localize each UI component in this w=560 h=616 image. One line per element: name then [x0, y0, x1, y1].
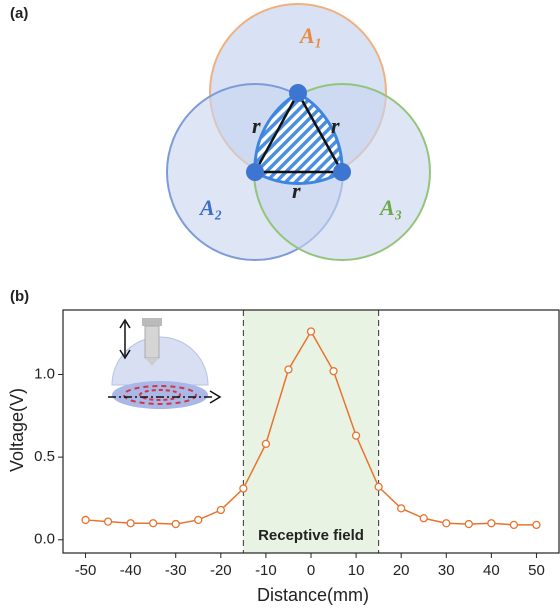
data-point [397, 504, 406, 513]
x-tick-label: -10 [255, 562, 277, 579]
y-axis-title: Voltage(V) [7, 388, 27, 472]
edge-label: r [331, 113, 340, 138]
data-point [306, 327, 316, 336]
x-tick-label: 40 [483, 562, 500, 579]
data-point [464, 519, 473, 529]
data-point [103, 517, 113, 526]
data-point [329, 367, 338, 376]
data-point [284, 365, 293, 374]
x-tick-label: 10 [348, 562, 365, 579]
annotation: Receptive field [258, 527, 364, 544]
vertex [333, 163, 351, 181]
data-point [442, 519, 451, 528]
panel-label: (b) [10, 288, 29, 305]
data-point [487, 519, 496, 528]
y-tick-label: 0.5 [34, 448, 55, 465]
data-point [532, 520, 541, 530]
data-point [419, 514, 428, 523]
data-point [126, 519, 135, 528]
y-tick-label: 1.0 [34, 365, 55, 382]
panel-label: (a) [10, 5, 28, 22]
circle-label: A₃ [378, 195, 402, 220]
inset-illustration [108, 318, 222, 409]
x-tick-label: 0 [307, 562, 315, 579]
data-point [351, 431, 361, 440]
x-tick-label: -40 [120, 562, 142, 579]
x-tick-label: -20 [210, 562, 232, 579]
circle-label: A₁ [298, 23, 322, 48]
edge-label: r [292, 178, 301, 203]
vertex [289, 84, 307, 102]
x-tick-label: -30 [165, 562, 187, 579]
x-tick-label: 20 [393, 562, 410, 579]
data-point [239, 484, 248, 493]
data-point [261, 439, 271, 449]
line-chart: -50 -40 -30 -20 -10 0 10 20 30 40 50 0.0 0.5 1.0 Recep… [34, 309, 560, 579]
data-point [374, 482, 383, 492]
data-point [216, 505, 225, 515]
circle-label: A₂ [198, 195, 222, 220]
data-point [81, 515, 90, 525]
data-point [149, 519, 158, 528]
data-point [509, 520, 519, 530]
x-tick-label: 50 [528, 562, 545, 579]
x-axis-title: Distance(mm) [257, 585, 369, 605]
x-tick-label: 30 [438, 562, 455, 579]
x-tick-label: -50 [75, 562, 97, 579]
data-point [194, 515, 203, 525]
edge-label: r [252, 113, 261, 138]
overlap-region [253, 91, 344, 186]
triangle [252, 90, 345, 174]
data-point [171, 519, 180, 529]
y-tick-label: 0.0 [34, 531, 55, 548]
vertex [246, 163, 264, 181]
venn-diagram: A₁ A₂ A₃ r r r [166, 3, 431, 261]
receptive-span [243, 310, 379, 553]
